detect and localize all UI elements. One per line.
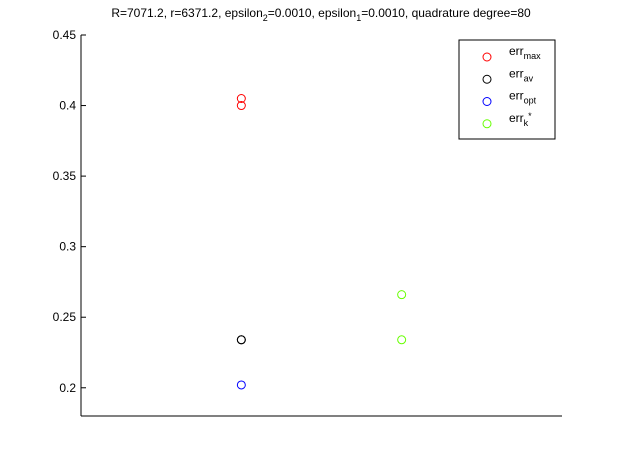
legend-marker	[482, 74, 492, 84]
y-tick-label: 0.4	[59, 99, 76, 113]
point	[236, 335, 246, 345]
y-tick-label: 0.2	[59, 381, 76, 395]
point	[236, 380, 246, 390]
legend-label: errmax​	[509, 44, 541, 61]
y-tick-label: 0.3	[59, 240, 76, 254]
legend-label: erropt​	[509, 89, 537, 106]
point	[236, 94, 246, 103]
legend-marker	[482, 52, 492, 62]
legend-marker	[482, 97, 492, 106]
legend-label: errk​*​	[509, 111, 532, 128]
y-tick-label: 0.25	[53, 310, 77, 324]
point	[397, 290, 407, 300]
legend-box	[458, 39, 556, 140]
y-tick-label: 0.45	[53, 28, 77, 42]
chart-title: R=7071.2, r=6371.2, epsilon2​=0.0010, ep…	[111, 6, 531, 23]
legend-label: errav​	[509, 66, 534, 83]
point	[397, 335, 407, 345]
y-tick-label: 0.35	[53, 169, 77, 183]
legend-marker	[482, 119, 492, 129]
point	[236, 101, 246, 111]
